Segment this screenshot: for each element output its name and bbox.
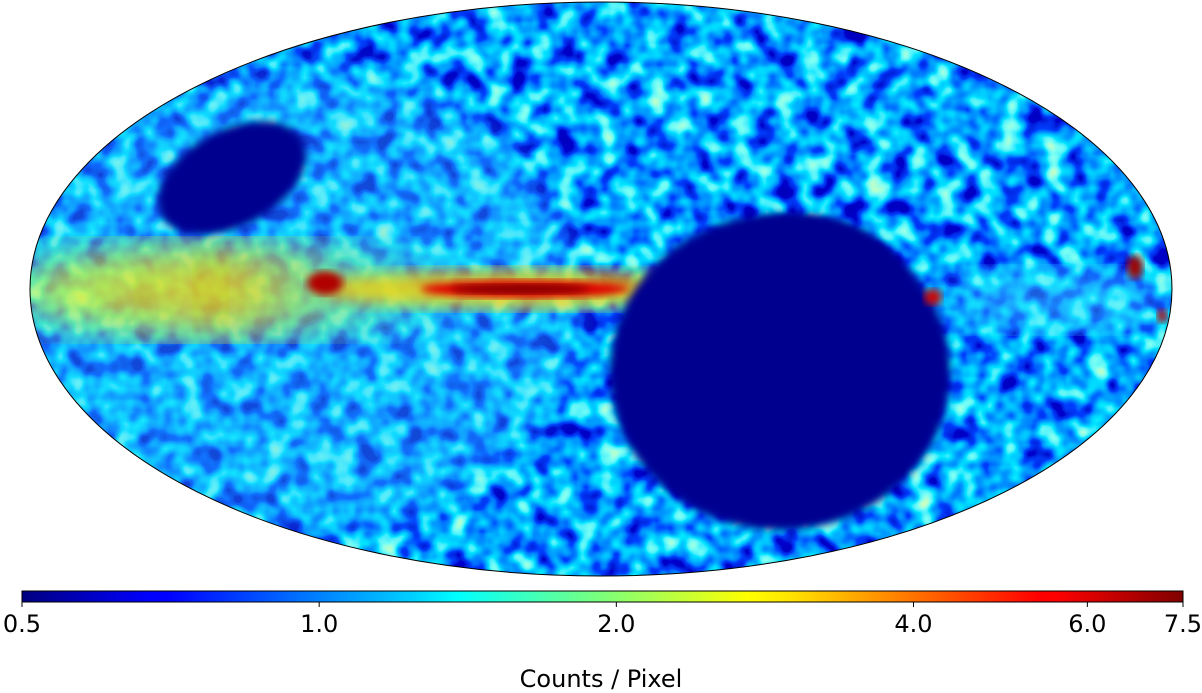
colorbar-tick-label: 2.0: [597, 610, 635, 638]
colorbar-tick-label: 4.0: [894, 610, 932, 638]
colorbar-tick-label: 0.5: [3, 610, 41, 638]
colorbar-tick-label: 1.0: [300, 610, 338, 638]
colorbar-label: Counts / Pixel: [520, 665, 683, 693]
sky-map: [30, 2, 1172, 576]
map-outline: [29, 1, 1173, 577]
colorbar-tick-label: 6.0: [1068, 610, 1106, 638]
colorbar-tick-label: 7.5: [1164, 610, 1202, 638]
colorbar: [21, 590, 1184, 603]
